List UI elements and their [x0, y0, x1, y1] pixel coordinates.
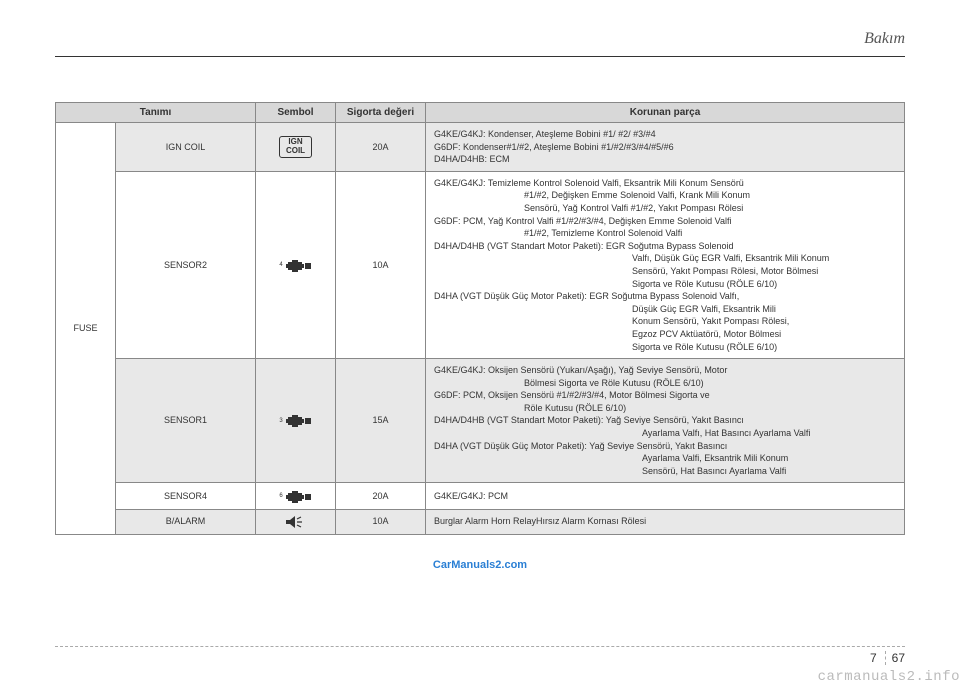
fuse-symbol: 6 — [256, 483, 336, 509]
site-watermark: carmanuals2.info — [818, 669, 960, 685]
fuse-desc: G4KE/G4KJ: Oksijen Sensörü (Yukarı/Aşağı… — [426, 359, 905, 483]
fuse-rating: 20A — [336, 123, 426, 172]
header-name: Tanımı — [56, 103, 256, 123]
fuse-rating: 10A — [336, 171, 426, 358]
engine-icon: 3 — [279, 414, 311, 428]
fuse-symbol: IGNCOIL — [256, 123, 336, 172]
engine-icon: 6 — [279, 490, 311, 504]
page-footer: 7 67 — [55, 646, 905, 665]
fuse-desc: G4KE/G4KJ: Temizleme Kontrol Solenoid Va… — [426, 171, 905, 358]
fuse-name: B/ALARM — [116, 509, 256, 534]
ign-coil-icon: IGNCOIL — [279, 136, 312, 158]
section-header: Bakım — [55, 30, 905, 57]
speaker-icon — [285, 515, 307, 529]
fuse-name: SENSOR1 — [116, 359, 256, 483]
fuse-desc: Burglar Alarm Horn RelayHırsız Alarm Kor… — [426, 509, 905, 534]
chapter-number: 7 — [870, 651, 886, 665]
header-desc: Korunan parça — [426, 103, 905, 123]
group-cell: FUSE — [56, 123, 116, 535]
page-number: 7 67 — [870, 651, 905, 665]
engine-icon: 4 — [279, 259, 311, 273]
table-row: FUSE IGN COIL IGNCOIL 20A G4KE/G4KJ: Kon… — [56, 123, 905, 172]
table-row: SENSOR2 4 10A G4KE/G4KJ: Temizleme Kontr… — [56, 171, 905, 358]
page-num: 67 — [892, 651, 905, 665]
header-symbol: Sembol — [256, 103, 336, 123]
fuse-rating: 20A — [336, 483, 426, 509]
fuse-symbol: 3 — [256, 359, 336, 483]
fuse-table: Tanımı Sembol Sigorta değeri Korunan par… — [55, 102, 905, 535]
section-title: Bakım — [864, 30, 905, 47]
fuse-desc: G4KE/G4KJ: Kondenser, Ateşleme Bobini #1… — [426, 123, 905, 172]
table-row: SENSOR1 3 15A G4KE/G4KJ: Oksijen Sensörü… — [56, 359, 905, 483]
fuse-name: IGN COIL — [116, 123, 256, 172]
fuse-symbol: 4 — [256, 171, 336, 358]
table-row: SENSOR4 6 20A G4KE/G4KJ: PCM — [56, 483, 905, 509]
fuse-symbol — [256, 509, 336, 534]
fuse-name: SENSOR2 — [116, 171, 256, 358]
table-header-row: Tanımı Sembol Sigorta değeri Korunan par… — [56, 103, 905, 123]
fuse-name: SENSOR4 — [116, 483, 256, 509]
table-row: B/ALARM 10A Burglar Alarm Horn RelayHırs… — [56, 509, 905, 534]
fuse-rating: 10A — [336, 509, 426, 534]
fuse-rating: 15A — [336, 359, 426, 483]
watermark: CarManuals2.com — [433, 559, 527, 571]
header-rating: Sigorta değeri — [336, 103, 426, 123]
fuse-desc: G4KE/G4KJ: PCM — [426, 483, 905, 509]
